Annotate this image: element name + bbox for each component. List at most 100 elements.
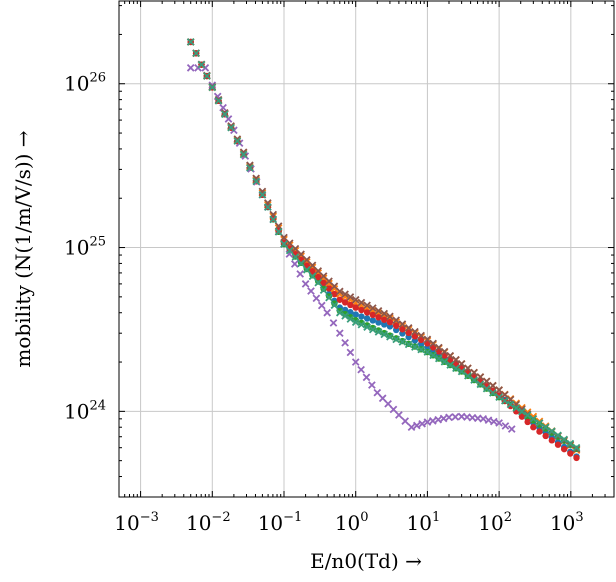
- data-point: [285, 239, 294, 247]
- data-point: [434, 343, 443, 352]
- data-point: [407, 423, 416, 432]
- data-point: [495, 392, 503, 399]
- data-point: [341, 299, 349, 306]
- data-point: [331, 290, 338, 298]
- x-axis-label: E/n0(Td) →: [310, 549, 422, 573]
- data-point: [227, 122, 235, 130]
- data-point: [417, 331, 426, 340]
- y-tick-label: 1025: [64, 235, 106, 260]
- x-tick-exponent: 0: [360, 510, 368, 525]
- data-point: [351, 318, 360, 327]
- data-point: [358, 306, 365, 314]
- data-point: [329, 319, 338, 327]
- data-point: [320, 279, 327, 286]
- data-point: [312, 294, 321, 303]
- y-axis-label: mobility (N(1/m/V/s)) →: [11, 130, 35, 367]
- data-point: [347, 309, 354, 316]
- data-point: [417, 345, 426, 354]
- data-point: [357, 365, 365, 374]
- data-point: [347, 301, 354, 309]
- data-point: [547, 427, 556, 436]
- data-point: [542, 432, 549, 440]
- data-point: [489, 381, 497, 390]
- data-point: [351, 358, 360, 366]
- data-point: [203, 72, 211, 80]
- data-point: [325, 279, 333, 288]
- data-point: [252, 174, 260, 183]
- data-point: [567, 450, 574, 457]
- data-point: [352, 304, 359, 311]
- x-tick-base: 10: [407, 511, 432, 535]
- data-point: [386, 319, 394, 326]
- data-point: [429, 351, 437, 360]
- data-point: [378, 394, 387, 403]
- data-point: [398, 338, 407, 346]
- x-tick-label: 102: [478, 510, 512, 535]
- series-7: [186, 38, 581, 452]
- data-point: [317, 301, 326, 310]
- data-point: [411, 327, 419, 336]
- data-point: [258, 190, 267, 199]
- data-point: [368, 304, 377, 312]
- data-point: [362, 373, 371, 382]
- y-tick-base: 10: [64, 236, 89, 260]
- x-tick-label: 101: [407, 510, 441, 535]
- data-point: [368, 381, 376, 389]
- y-tick-base: 10: [64, 72, 89, 96]
- data-point: [357, 301, 366, 310]
- data-point: [263, 203, 272, 211]
- data-point: [507, 402, 514, 410]
- data-point: [381, 329, 388, 337]
- data-point: [392, 335, 401, 344]
- data-point: [239, 148, 248, 156]
- y-tick-exponent: 24: [89, 398, 106, 413]
- series-2: [186, 38, 581, 454]
- data-point: [246, 161, 254, 170]
- data-point: [482, 384, 491, 393]
- data-point: [315, 273, 322, 281]
- data-point: [373, 388, 382, 397]
- data-point: [524, 418, 531, 426]
- data-point: [280, 240, 288, 248]
- data-point: [375, 319, 382, 326]
- series-6: [186, 38, 581, 453]
- data-point: [297, 259, 305, 268]
- x-tick-base: 10: [478, 511, 503, 535]
- data-point: [392, 322, 400, 329]
- data-point: [301, 280, 310, 288]
- data-point: [512, 404, 521, 412]
- data-point: [399, 326, 406, 333]
- data-point: [346, 315, 355, 323]
- data-point: [227, 123, 235, 132]
- data-point: [554, 441, 562, 448]
- data-point: [290, 260, 299, 268]
- data-point: [335, 287, 344, 296]
- data-point: [346, 293, 355, 301]
- data-point: [363, 309, 371, 316]
- y-tick-base: 10: [64, 399, 89, 423]
- data-point: [386, 312, 394, 321]
- data-point: [302, 265, 311, 274]
- data-point: [297, 250, 305, 259]
- data-point: [384, 400, 392, 408]
- data-point: [560, 445, 568, 453]
- data-point: [325, 293, 333, 302]
- data-point: [560, 435, 569, 444]
- data-point: [495, 419, 503, 427]
- data-point: [285, 246, 294, 255]
- data-point: [434, 354, 443, 363]
- x-tick-base: 10: [114, 511, 139, 535]
- data-point: [208, 83, 217, 92]
- data-point: [506, 400, 515, 409]
- data-point: [380, 330, 389, 339]
- x-tick-label: 10−1: [258, 510, 303, 535]
- data-point: [274, 222, 283, 230]
- data-point: [363, 301, 371, 310]
- data-point: [375, 327, 382, 334]
- data-point: [446, 351, 455, 360]
- data-point: [404, 340, 413, 349]
- x-tick-label: 103: [550, 510, 584, 535]
- data-point: [464, 364, 472, 373]
- data-point: [566, 439, 575, 448]
